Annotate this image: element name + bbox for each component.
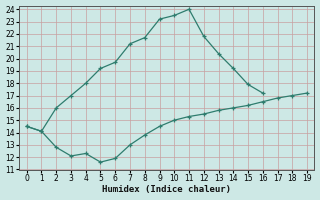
X-axis label: Humidex (Indice chaleur): Humidex (Indice chaleur) <box>102 185 231 194</box>
